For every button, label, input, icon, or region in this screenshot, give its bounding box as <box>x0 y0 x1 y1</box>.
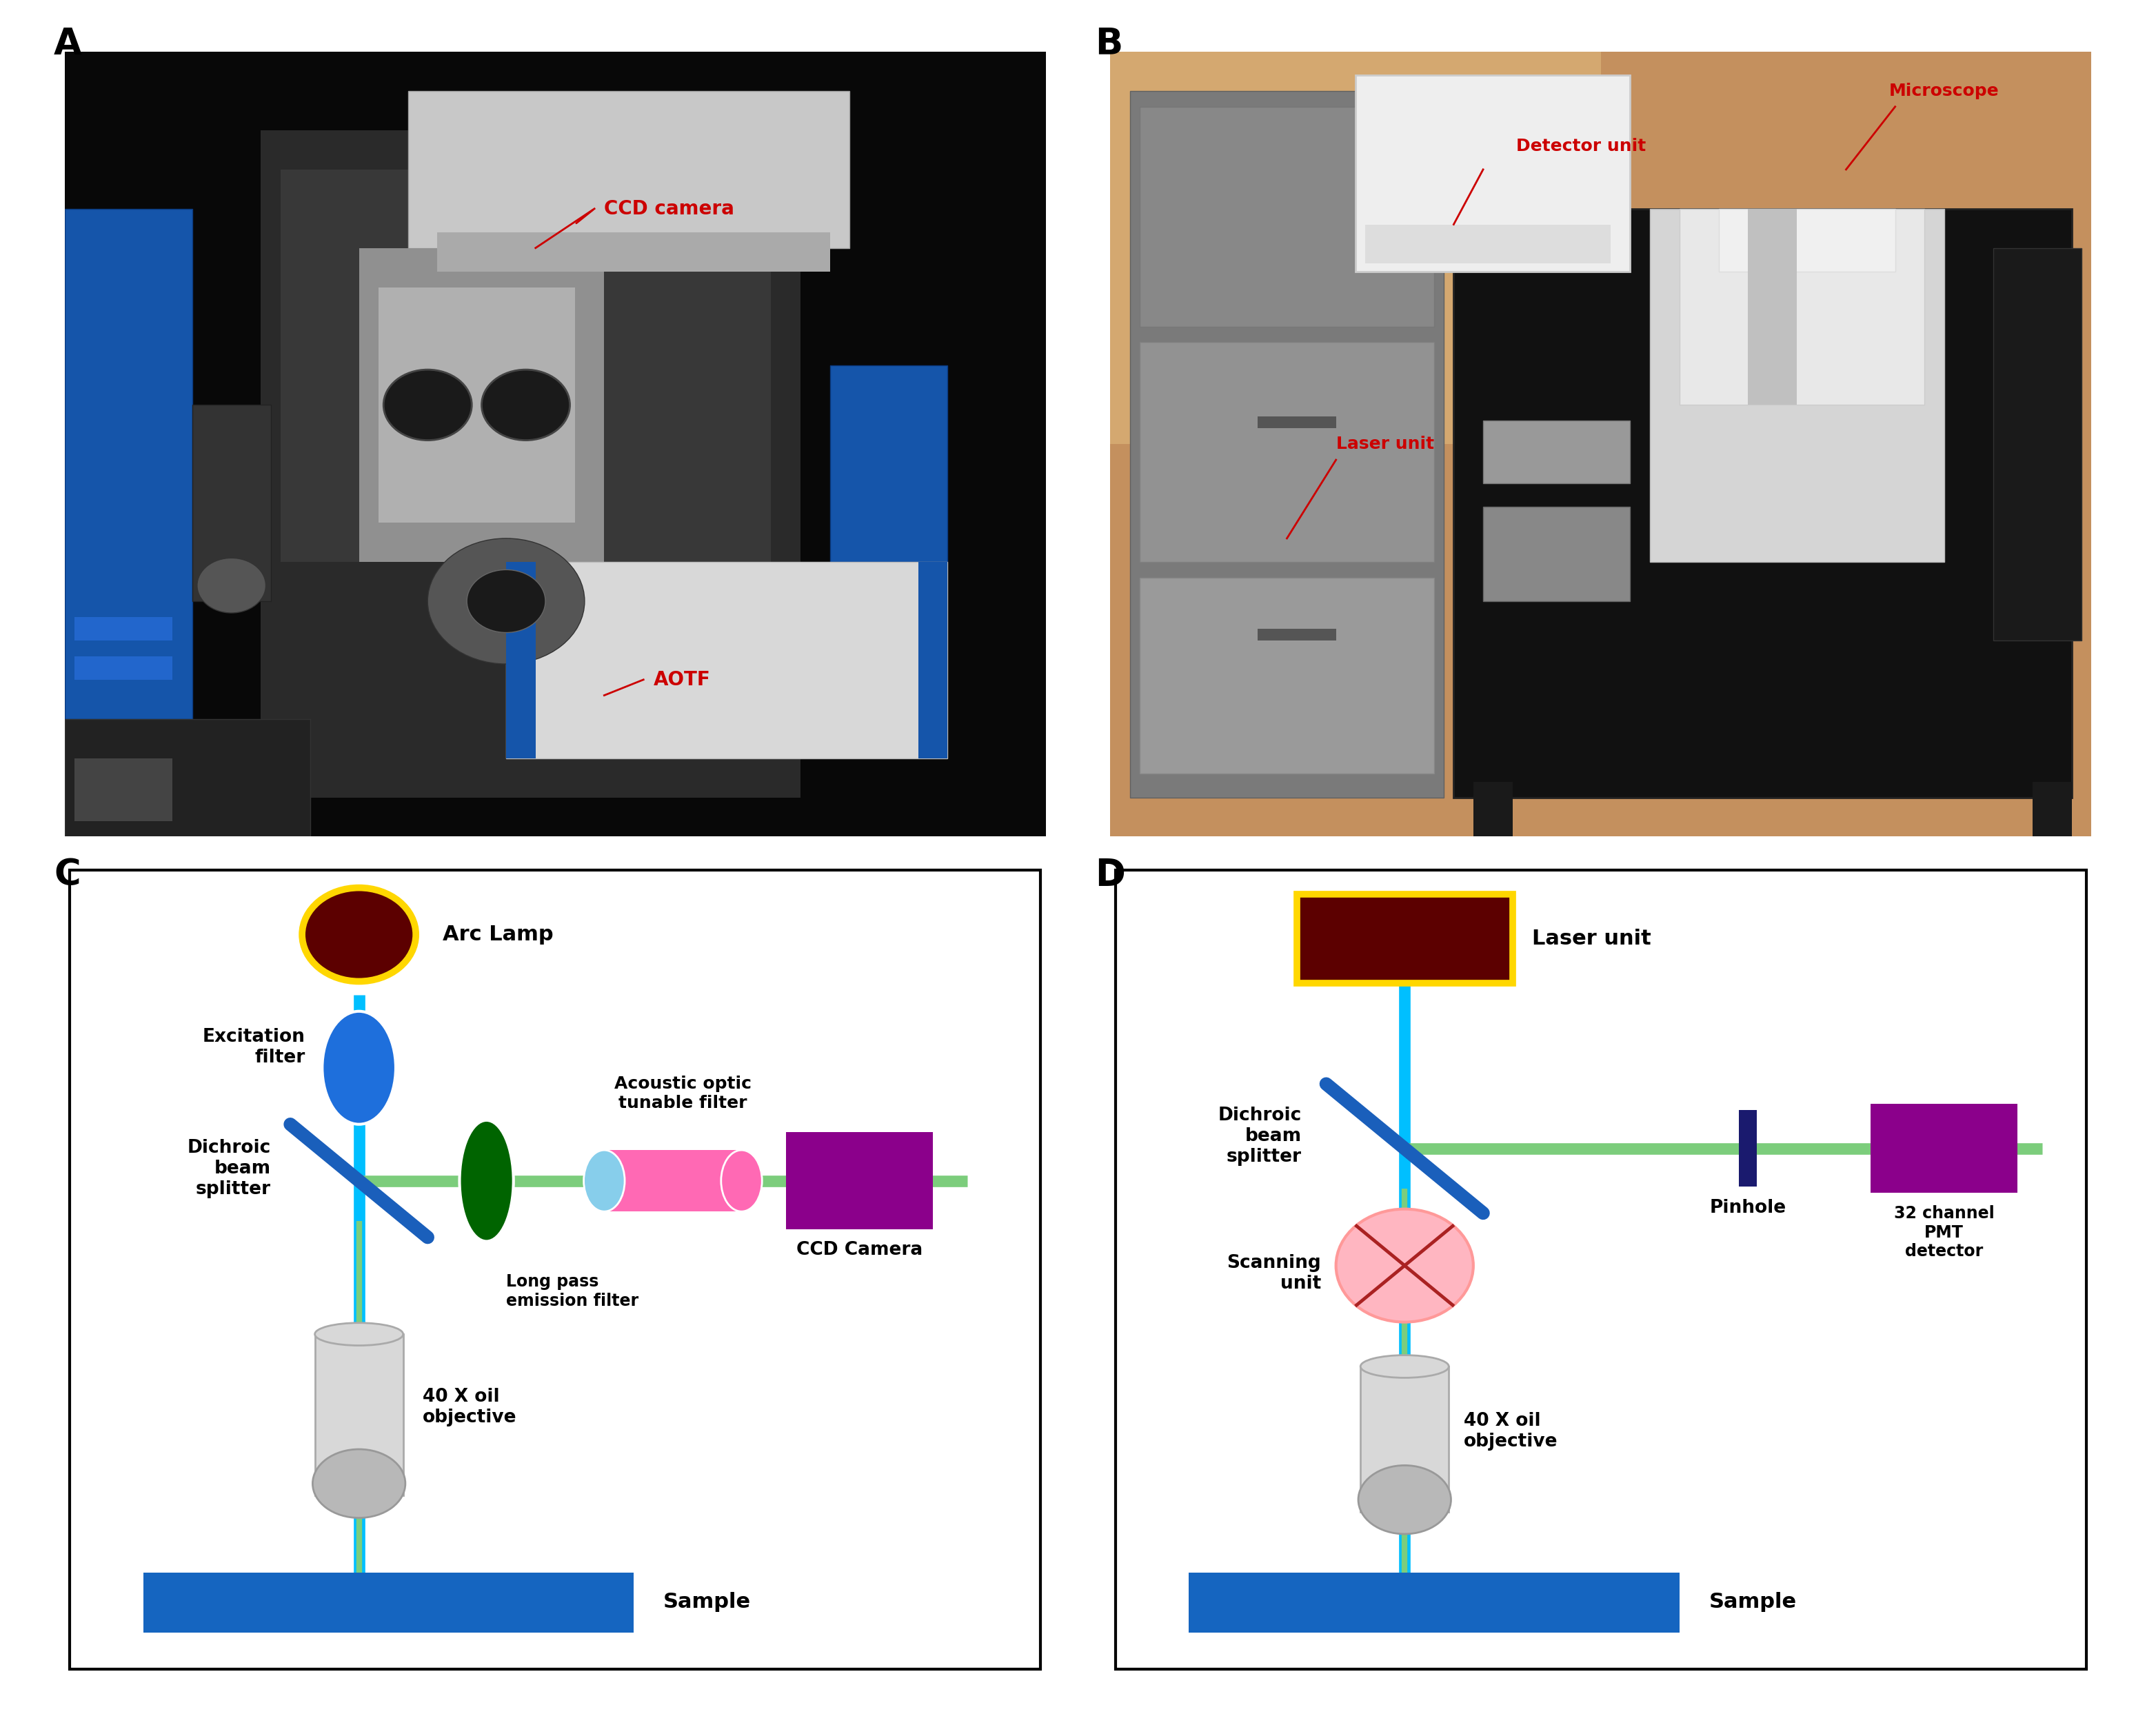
Bar <box>2033 781 2072 837</box>
Bar <box>261 131 800 797</box>
Bar <box>1141 578 1434 775</box>
Text: Dichroic
beam
splitter: Dichroic beam splitter <box>188 1139 272 1199</box>
Circle shape <box>481 369 569 440</box>
Bar <box>192 405 272 602</box>
Text: 40 X oil
objective: 40 X oil objective <box>1464 1411 1557 1451</box>
Bar <box>1483 421 1630 483</box>
Bar <box>1141 342 1434 562</box>
Ellipse shape <box>720 1151 761 1211</box>
Bar <box>507 562 535 759</box>
Ellipse shape <box>1358 1465 1451 1534</box>
Bar <box>75 618 172 640</box>
Text: Pinhole: Pinhole <box>1710 1199 1787 1216</box>
Text: CCD Camera: CCD Camera <box>796 1242 923 1259</box>
Text: AOTF: AOTF <box>653 669 709 690</box>
Bar <box>1360 1366 1449 1511</box>
Bar <box>604 1151 742 1211</box>
Ellipse shape <box>321 1011 397 1125</box>
Text: Excitation
filter: Excitation filter <box>203 1028 304 1066</box>
Text: Sample: Sample <box>664 1592 750 1613</box>
Bar <box>507 562 949 759</box>
Circle shape <box>196 557 265 612</box>
Text: Detector unit: Detector unit <box>1516 138 1647 154</box>
Bar <box>1473 781 1514 837</box>
Bar <box>65 209 192 719</box>
Text: 32 channel
PMT
detector: 32 channel PMT detector <box>1893 1206 1994 1259</box>
Circle shape <box>384 369 472 440</box>
Bar <box>280 169 772 562</box>
Text: A: A <box>54 26 82 62</box>
Bar <box>830 366 949 562</box>
Text: Microscope: Microscope <box>1889 83 1999 100</box>
Text: CCD camera: CCD camera <box>604 198 735 219</box>
Bar <box>75 759 172 821</box>
Bar <box>918 562 949 759</box>
Bar <box>1296 894 1514 983</box>
Bar <box>1188 1573 1680 1634</box>
Bar <box>1749 209 1798 405</box>
Bar <box>75 656 172 680</box>
Bar <box>1740 1111 1757 1187</box>
Ellipse shape <box>584 1151 625 1211</box>
Circle shape <box>468 569 545 633</box>
Bar <box>1110 52 1600 443</box>
Bar <box>142 1573 634 1634</box>
Text: Laser unit: Laser unit <box>1337 436 1434 452</box>
Bar <box>1141 107 1434 326</box>
Text: Scanning
unit: Scanning unit <box>1227 1254 1322 1294</box>
Circle shape <box>1337 1209 1473 1321</box>
Ellipse shape <box>459 1120 513 1242</box>
Bar <box>1871 1104 2018 1194</box>
Text: B: B <box>1095 26 1123 62</box>
Bar <box>1365 224 1611 264</box>
Circle shape <box>427 538 584 664</box>
Ellipse shape <box>315 1323 403 1346</box>
Text: Sample: Sample <box>1710 1592 1796 1613</box>
Bar <box>1453 209 2072 797</box>
Bar <box>1649 209 1945 562</box>
Bar <box>785 1132 934 1230</box>
Bar <box>1130 91 1445 797</box>
Text: 40 X oil
objective: 40 X oil objective <box>423 1387 517 1427</box>
Bar <box>1257 417 1337 428</box>
Text: D: D <box>1095 857 1125 894</box>
Bar <box>379 288 576 523</box>
Text: Long pass
emission filter: Long pass emission filter <box>507 1273 638 1309</box>
Bar <box>315 1333 403 1496</box>
Bar <box>407 91 849 248</box>
Bar <box>65 719 310 837</box>
Bar <box>1718 209 1895 271</box>
Bar <box>438 233 830 271</box>
Ellipse shape <box>313 1449 405 1518</box>
Bar <box>1994 248 2081 640</box>
Text: Laser unit: Laser unit <box>1533 928 1651 949</box>
Text: Arc Lamp: Arc Lamp <box>442 925 554 945</box>
Circle shape <box>302 888 416 982</box>
Bar <box>360 248 604 562</box>
Ellipse shape <box>1360 1356 1449 1378</box>
Bar <box>1356 76 1630 271</box>
Text: Acoustic optic
tunable filter: Acoustic optic tunable filter <box>614 1076 750 1111</box>
Bar <box>1680 209 1925 405</box>
Text: Dichroic
beam
splitter: Dichroic beam splitter <box>1218 1107 1302 1166</box>
Text: C: C <box>54 857 80 894</box>
Bar <box>1257 628 1337 640</box>
Bar <box>1483 507 1630 602</box>
